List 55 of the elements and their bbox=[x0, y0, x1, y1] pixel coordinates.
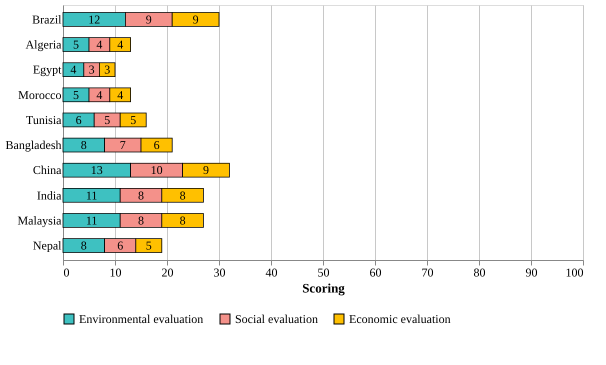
data-label: 8 bbox=[180, 213, 186, 228]
data-label: 9 bbox=[192, 12, 199, 26]
y-tick-label: Brazil bbox=[32, 12, 62, 26]
data-label: 11 bbox=[86, 188, 98, 202]
data-label: 3 bbox=[88, 62, 95, 77]
data-label: 9 bbox=[203, 163, 209, 178]
data-label: 5 bbox=[73, 88, 79, 102]
x-tick-label: 80 bbox=[474, 266, 486, 280]
data-label: 5 bbox=[146, 238, 152, 253]
y-tick-label: Malaysia bbox=[18, 213, 62, 228]
x-tick-label: 70 bbox=[422, 266, 434, 280]
y-tick-label: Nepal bbox=[32, 238, 62, 253]
y-tick-label: China bbox=[32, 163, 62, 178]
data-label: 5 bbox=[73, 38, 79, 52]
y-tick-label: Morocco bbox=[18, 88, 62, 102]
data-label: 4 bbox=[117, 38, 124, 52]
legend-label: Social evaluation bbox=[235, 312, 318, 326]
y-tick-label: Tunisia bbox=[26, 112, 62, 127]
data-label: 5 bbox=[104, 112, 110, 127]
x-tick-label: 0 bbox=[64, 266, 70, 280]
data-label: 6 bbox=[76, 112, 82, 127]
y-tick-label: India bbox=[36, 188, 62, 202]
data-label: 4 bbox=[117, 88, 124, 102]
y-tick-label: Egypt bbox=[32, 62, 62, 77]
x-tick-label: 50 bbox=[318, 266, 330, 280]
data-label: 8 bbox=[80, 238, 87, 253]
x-tick-label: 100 bbox=[566, 266, 584, 280]
x-tick-label: 90 bbox=[526, 266, 538, 280]
data-label: 8 bbox=[180, 188, 186, 202]
x-tick-label: 10 bbox=[110, 266, 122, 280]
data-label: 8 bbox=[80, 138, 87, 152]
data-label: 3 bbox=[104, 62, 110, 77]
data-label: 8 bbox=[138, 188, 144, 202]
data-label: 12 bbox=[88, 12, 100, 26]
data-label: 4 bbox=[96, 38, 102, 52]
x-tick-label: 60 bbox=[370, 266, 382, 280]
x-tick-label: 40 bbox=[266, 266, 278, 280]
x-tick-label: 30 bbox=[214, 266, 226, 280]
data-label: 11 bbox=[86, 213, 98, 228]
x-tick-label: 20 bbox=[162, 266, 174, 280]
data-label: 13 bbox=[90, 163, 103, 178]
y-tick-label: Bangladesh bbox=[6, 138, 62, 152]
legend-label: Environmental evaluation bbox=[79, 312, 204, 326]
data-label: 4 bbox=[96, 88, 102, 102]
data-label: 6 bbox=[117, 238, 124, 253]
x-axis-title: Scoring bbox=[302, 280, 346, 296]
data-label: 4 bbox=[70, 62, 76, 77]
data-label: 7 bbox=[120, 138, 126, 152]
data-label: 10 bbox=[150, 163, 163, 178]
y-tick-label: Algeria bbox=[26, 38, 62, 52]
data-label: 9 bbox=[146, 12, 152, 26]
legend-label: Economic evaluation bbox=[349, 312, 451, 326]
data-label: 6 bbox=[154, 138, 160, 152]
data-label: 8 bbox=[138, 213, 144, 228]
data-label: 5 bbox=[130, 112, 136, 127]
